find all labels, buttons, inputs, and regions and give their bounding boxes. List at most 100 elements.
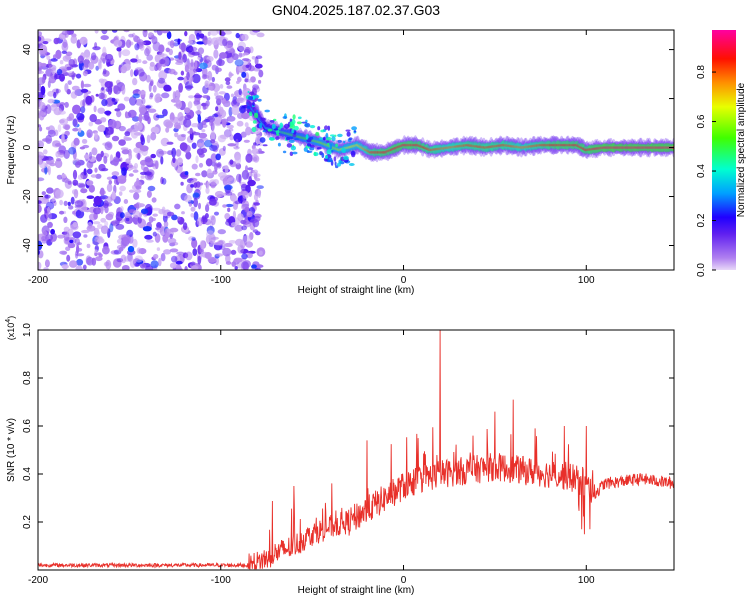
colorbar-gradient (712, 30, 736, 270)
noise-blob (193, 99, 198, 107)
snr-x-label: Height of straight line (km) (298, 585, 415, 596)
noise-blob (130, 58, 138, 63)
noise-blob (138, 113, 143, 123)
noise-blob (137, 59, 142, 63)
ridge-scatter (337, 133, 343, 138)
noise-blob (107, 143, 112, 148)
noise-blob (149, 92, 154, 98)
noise-blob (250, 154, 259, 162)
ridge-scatter (254, 94, 260, 99)
noise-blob (71, 85, 80, 91)
noise-blob (246, 252, 253, 259)
noise-blob (197, 122, 204, 130)
noise-blob (72, 169, 78, 180)
spectrogram-y-label: Frequency (Hz) (6, 116, 17, 185)
noise-blob (85, 53, 91, 61)
snr-scale-exp: 4 (5, 319, 12, 323)
ridge-scatter (322, 136, 326, 141)
noise-blob (144, 234, 153, 240)
noise-blob (45, 126, 51, 130)
noise-blob (151, 207, 161, 211)
noise-blob (46, 55, 51, 61)
noise-blob (199, 240, 205, 250)
ridge-scatter (351, 126, 357, 131)
ridge-scatter (259, 137, 266, 143)
ridge-scatter (292, 114, 296, 120)
ridge-scatter (286, 143, 293, 148)
noise-blob (79, 36, 88, 46)
ridge-scatter (334, 134, 337, 137)
ridge-scatter (317, 126, 321, 131)
noise-blob (228, 240, 236, 244)
ridge-scatter (324, 155, 329, 160)
noise-blob (40, 62, 47, 67)
noise-blob (163, 220, 169, 228)
noise-blob (86, 180, 94, 186)
noise-blob (77, 174, 84, 180)
noise-blob (215, 153, 221, 161)
ridge-scatter (289, 121, 294, 128)
noise-blob (159, 226, 167, 237)
noise-blob (124, 111, 129, 119)
noise-blob (180, 70, 185, 76)
noise-blob (72, 179, 79, 186)
noise-blob (226, 44, 234, 54)
noise-blob (95, 256, 103, 262)
noise-blob (163, 249, 172, 255)
noise-blob (169, 40, 175, 49)
x-tick-label: -200 (28, 275, 48, 286)
x-tick-label: 100 (578, 275, 595, 286)
noise-blob (181, 133, 186, 138)
y-tick-label: 0.8 (22, 371, 33, 385)
noise-blob (118, 125, 126, 132)
snr-panel: -200 -100 0 100 0.2 0.4 0.6 0.8 1.0 Height of s… (5, 316, 675, 596)
noise-blob (193, 182, 198, 189)
noise-blob (95, 201, 101, 206)
ridge-scatter (252, 101, 255, 107)
noise-blob (102, 246, 110, 255)
noise-blob (171, 147, 177, 158)
noise-blob (225, 81, 231, 86)
noise-blob (241, 261, 249, 270)
noise-blob (188, 95, 195, 99)
noise-blob (70, 91, 78, 99)
noise-blob (185, 151, 192, 160)
ridge-scatter (264, 109, 271, 113)
ridge-scatter (246, 108, 250, 113)
noise-blob (113, 85, 119, 94)
x-tick-label: 0 (401, 575, 407, 586)
noise-blob (80, 80, 84, 90)
noise-blob (181, 211, 185, 215)
ridge-scatter (296, 121, 302, 125)
noise-blob (241, 112, 250, 120)
noise-blob (80, 188, 88, 194)
noise-blob (209, 120, 214, 127)
noise-blob (63, 231, 70, 242)
noise-blob (185, 251, 193, 261)
noise-blob (191, 142, 197, 149)
ridge-scatter (306, 150, 313, 153)
noise-blob (111, 190, 116, 200)
noise-blob (242, 52, 249, 56)
noise-blob (66, 254, 71, 262)
noise-blob (76, 258, 84, 266)
noise-blob (61, 50, 67, 54)
noise-blob (142, 226, 152, 232)
ridge-scatter (291, 128, 295, 134)
noise-blob (201, 102, 207, 107)
noise-blob (63, 177, 69, 183)
noise-blob (196, 41, 205, 45)
noise-blob (252, 169, 258, 175)
noise-blob (146, 239, 154, 243)
noise-blob (123, 211, 131, 219)
noise-blob (38, 83, 42, 92)
noise-blob (102, 68, 107, 75)
ridge-scatter (277, 142, 281, 147)
noise-blob (121, 49, 131, 57)
noise-blob (104, 220, 109, 227)
noise-blob (107, 119, 117, 129)
noise-blob (55, 143, 62, 147)
noise-blob (234, 155, 242, 165)
noise-blob (234, 59, 244, 67)
noise-blob (176, 251, 185, 255)
